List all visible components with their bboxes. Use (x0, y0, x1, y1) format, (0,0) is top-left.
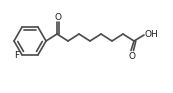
Text: O: O (54, 12, 61, 21)
Text: O: O (129, 52, 135, 61)
Text: F: F (14, 51, 20, 60)
Text: OH: OH (144, 29, 158, 39)
